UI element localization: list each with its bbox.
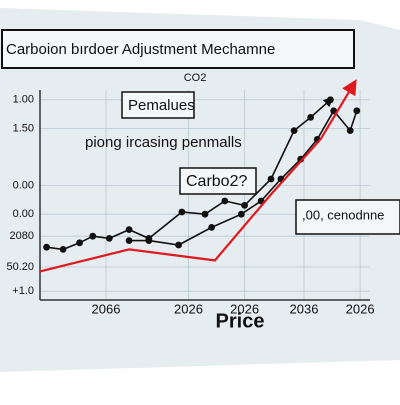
subtitle: CO2 <box>184 72 207 84</box>
data-point <box>145 237 153 245</box>
data-point <box>208 224 216 231</box>
annotation-box <box>121 91 195 119</box>
chart-title: Carboion bırdoer Adjustment Mechamne <box>6 41 275 58</box>
data-point <box>175 241 183 249</box>
data-point <box>76 239 83 247</box>
y-tick-label: +1.0 <box>12 285 34 297</box>
data-point <box>125 237 133 245</box>
title-box <box>1 29 355 69</box>
x-tick-label: 2026 <box>230 301 259 316</box>
x-tick-label: 2026 <box>346 301 375 316</box>
annotation: ,00, cenodnne <box>302 207 384 222</box>
y-tick-label: 50.20 <box>6 261 34 273</box>
series-line <box>39 79 357 273</box>
data-point <box>43 243 50 251</box>
data-point <box>221 197 229 205</box>
y-tick-label: 1.50 <box>13 122 34 134</box>
plot-area: 1.00 1.50 0.00 0.00 2080 50.20 +1.0 2066 2026 202… <box>6 79 375 316</box>
data-point <box>290 127 298 134</box>
annotation: piong ircasing penmalls <box>85 134 242 151</box>
annotation: Pemalues <box>128 97 195 114</box>
data-point <box>125 226 133 234</box>
y-tick-label: 0.00 <box>13 208 34 220</box>
y-tick-label: 2080 <box>10 230 34 242</box>
data-point <box>105 235 113 242</box>
data-point <box>307 114 314 121</box>
y-tick-label: 0.00 <box>13 180 34 192</box>
y-tick-label: 1.00 <box>13 94 34 106</box>
annotation-box <box>295 199 400 235</box>
x-axis-label: Price <box>216 310 265 332</box>
data-point <box>237 210 245 218</box>
data-point <box>178 208 186 216</box>
data-point <box>201 210 209 218</box>
x-tick-label: 2026 <box>174 301 203 316</box>
data-point <box>89 232 97 240</box>
data-point <box>327 96 334 104</box>
data-point <box>346 127 354 134</box>
data-point <box>59 246 67 253</box>
x-tick-label: 2066 <box>92 301 121 316</box>
data-point <box>353 107 361 115</box>
annotation: Carbo2? <box>186 173 247 190</box>
x-tick-label: 2036 <box>290 301 319 316</box>
data-point <box>267 175 275 183</box>
data-point <box>241 202 249 209</box>
annotation-box <box>179 167 257 195</box>
